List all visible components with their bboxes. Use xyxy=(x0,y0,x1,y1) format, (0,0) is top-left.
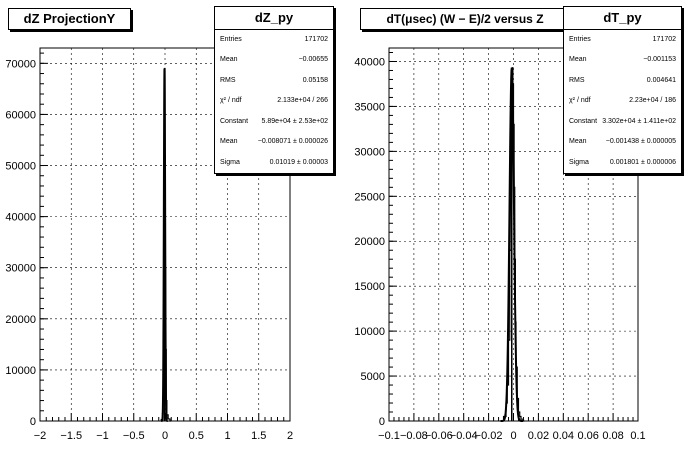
stats-label: Mean xyxy=(569,56,587,64)
x-tick-label: 0.06 xyxy=(577,430,598,442)
left-chart-title-text: dZ ProjectionY xyxy=(23,11,116,26)
left-chart-title: dZ ProjectionY xyxy=(8,8,131,30)
x-tick-label: 1 xyxy=(224,430,230,442)
stats-row: RMS 0.05158 xyxy=(215,71,333,91)
stats-value: 2.23e+04 / 186 xyxy=(629,97,676,105)
stats-value: −0.001438 ± 0.000005 xyxy=(605,138,676,146)
x-tick-label: −0.04 xyxy=(450,430,478,442)
x-tick-label: 0 xyxy=(162,430,168,442)
right-stats-box: dT_py Entries 171702 Mean −0.001153 RMS 0.004… xyxy=(563,6,682,174)
stats-row: Mean −0.008071 ± 0.000026 xyxy=(215,132,333,152)
x-tick-label: 0 xyxy=(510,430,516,442)
stats-label: Entries xyxy=(220,36,242,43)
right-chart-title: dT(μsec) (W − E)/2 versus Z xyxy=(360,8,570,30)
stats-row: χ² / ndf 2.23e+04 / 186 xyxy=(564,91,681,111)
x-tick-label: 1.5 xyxy=(251,430,266,442)
stats-row: Mean −0.001438 ± 0.000005 xyxy=(564,132,681,152)
right-stats-name: dT_py xyxy=(564,7,681,30)
y-tick-label: 20000 xyxy=(354,236,385,248)
y-tick-label: 40000 xyxy=(5,212,36,224)
x-tick-label: −0.08 xyxy=(400,430,428,442)
y-tick-label: 40000 xyxy=(354,56,385,68)
stats-row: Mean −0.00655 xyxy=(215,50,333,70)
stats-label: Mean xyxy=(569,138,587,146)
x-tick-label: 0.1 xyxy=(630,430,645,442)
stats-label: Sigma xyxy=(220,158,240,166)
y-tick-label: 35000 xyxy=(354,101,385,113)
stats-label: Entries xyxy=(569,36,591,43)
gaussian-fit-curve xyxy=(161,68,168,422)
stats-label: χ² / ndf xyxy=(569,97,591,105)
x-tick-label: 0.08 xyxy=(602,430,623,442)
y-tick-label: 70000 xyxy=(5,58,36,70)
stats-value: 0.05158 xyxy=(302,76,328,84)
stats-value: −0.00655 xyxy=(298,56,328,64)
stats-label: Sigma xyxy=(569,158,589,166)
stats-row: Entries 171702 xyxy=(215,30,333,50)
y-tick-label: 30000 xyxy=(5,263,36,275)
stats-row: χ² / ndf 2.133e+04 / 266 xyxy=(215,91,333,111)
stats-value: −0.008071 ± 0.000026 xyxy=(257,138,328,146)
y-tick-label: 5000 xyxy=(361,371,385,383)
stats-label: Mean xyxy=(220,56,238,64)
stats-row: Sigma 0.001801 ± 0.000006 xyxy=(564,153,681,173)
y-tick-label: 10000 xyxy=(354,326,385,338)
stats-label: RMS xyxy=(220,76,236,84)
stats-row: RMS 0.004641 xyxy=(564,71,681,91)
gaussian-fit-curve xyxy=(500,67,523,422)
y-tick-label: 0 xyxy=(30,416,36,428)
stats-value: 171702 xyxy=(652,36,676,43)
right-chart-title-text: dT(μsec) (W − E)/2 versus Z xyxy=(386,12,544,26)
stats-row: Sigma 0.01019 ± 0.00003 xyxy=(215,153,333,173)
y-tick-label: 60000 xyxy=(5,109,36,121)
x-tick-label: 0.02 xyxy=(528,430,549,442)
stats-value: 0.01019 ± 0.00003 xyxy=(269,158,328,166)
stats-row: Constant 5.89e+04 ± 2.53e+02 xyxy=(215,112,333,132)
x-tick-label: −0.5 xyxy=(123,430,145,442)
stats-value: 3.302e+04 ± 1.411e+02 xyxy=(602,117,676,125)
stats-value: 0.001801 ± 0.000006 xyxy=(609,158,676,166)
x-tick-label: 0.04 xyxy=(553,430,574,442)
stats-row: Constant 3.302e+04 ± 1.411e+02 xyxy=(564,112,681,132)
x-tick-label: −0.06 xyxy=(425,430,453,442)
x-tick-label: −0.1 xyxy=(378,430,400,442)
x-tick-label: −2 xyxy=(34,430,47,442)
stats-value: −0.001153 xyxy=(643,56,676,64)
stats-label: RMS xyxy=(569,76,585,84)
x-tick-label: −1 xyxy=(96,430,109,442)
stats-row: Mean −0.001153 xyxy=(564,50,681,70)
left-stats-box: dZ_py Entries 171702 Mean −0.00655 RMS 0.0515… xyxy=(214,6,334,174)
x-tick-label: 0.5 xyxy=(189,430,204,442)
y-tick-label: 15000 xyxy=(354,281,385,293)
y-tick-label: 10000 xyxy=(5,365,36,377)
stats-label: Mean xyxy=(220,138,238,146)
stats-label: Constant xyxy=(569,117,598,125)
right-stats-rows: Entries 171702 Mean −0.001153 RMS 0.004641 χ² … xyxy=(564,30,681,173)
y-tick-label: 30000 xyxy=(354,146,385,158)
stats-value: 171702 xyxy=(304,36,328,43)
x-tick-label: 2 xyxy=(287,430,293,442)
y-tick-label: 20000 xyxy=(5,314,36,326)
stats-label: χ² / ndf xyxy=(220,97,242,105)
stats-label: Constant xyxy=(220,117,249,125)
left-stats-rows: Entries 171702 Mean −0.00655 RMS 0.05158 χ² / … xyxy=(215,30,333,173)
stats-row: Entries 171702 xyxy=(564,30,681,50)
y-tick-label: 50000 xyxy=(5,161,36,173)
stats-value: 5.89e+04 ± 2.53e+02 xyxy=(261,117,328,125)
stats-value: 2.133e+04 / 266 xyxy=(277,97,328,105)
y-tick-label: 25000 xyxy=(354,191,385,203)
y-tick-label: 0 xyxy=(379,416,385,428)
x-tick-label: −1.5 xyxy=(60,430,82,442)
left-stats-name: dZ_py xyxy=(215,7,333,30)
x-tick-label: −0.02 xyxy=(475,430,503,442)
stats-value: 0.004641 xyxy=(646,76,676,84)
